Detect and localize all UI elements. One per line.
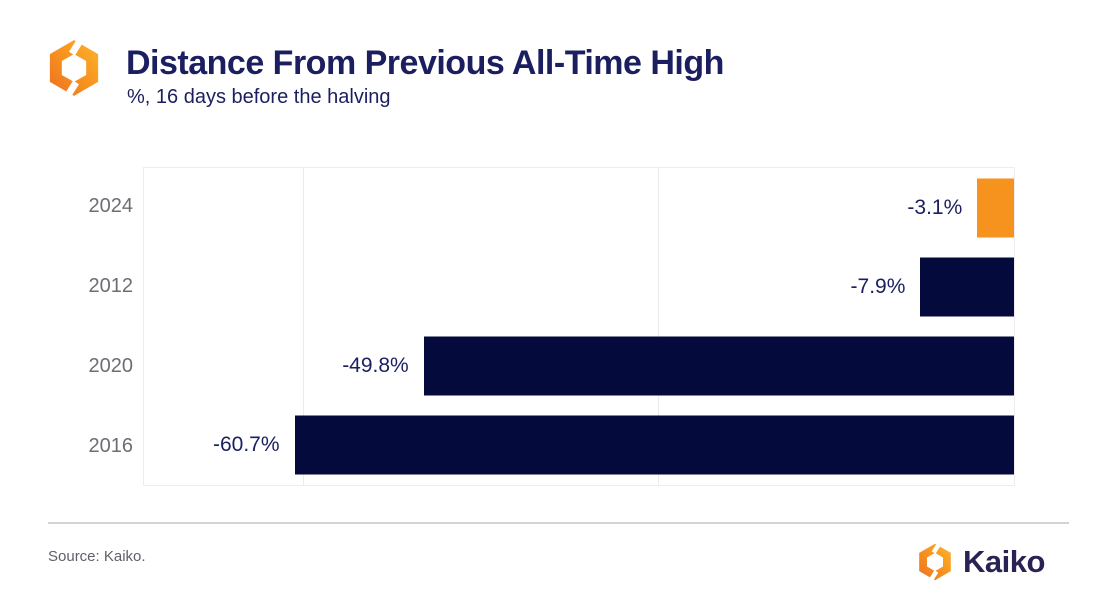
bar-2012 bbox=[920, 257, 1014, 317]
bar-value-label-2020: -49.8% bbox=[342, 354, 409, 378]
y-axis-label-2024: 2024 bbox=[88, 195, 134, 218]
bar-row-2012: -7.9% bbox=[144, 247, 1014, 326]
y-axis-label-2020: 2020 bbox=[88, 354, 134, 377]
bar-value-label-2012: -7.9% bbox=[850, 274, 906, 298]
gridline bbox=[302, 168, 304, 485]
page-title: Distance From Previous All-Time High bbox=[126, 44, 724, 82]
plot-area: -3.1% -7.9% -49.8% -60.7% bbox=[143, 167, 1015, 486]
bar-2024 bbox=[977, 178, 1014, 238]
bar-row-2020: -49.8% bbox=[144, 327, 1014, 406]
bar-value-label-2024: -3.1% bbox=[907, 195, 963, 219]
gridline bbox=[658, 168, 660, 485]
kaiko-logo-icon bbox=[45, 34, 103, 102]
brand-logo: Kaiko bbox=[916, 539, 1045, 585]
footer-divider bbox=[48, 522, 1069, 524]
source-note: Source: Kaiko. bbox=[48, 548, 146, 565]
y-axis-labels: 2024 2012 2020 2016 bbox=[0, 167, 134, 486]
bar-value-label-2016: -60.7% bbox=[213, 433, 280, 457]
page-subtitle: %, 16 days before the halving bbox=[127, 86, 391, 108]
y-axis-label-2016: 2016 bbox=[88, 434, 134, 457]
brand-wordmark: Kaiko bbox=[963, 544, 1045, 579]
kaiko-logo-icon bbox=[916, 539, 954, 585]
bar-row-2016: -60.7% bbox=[144, 406, 1014, 485]
bar-row-2024: -3.1% bbox=[144, 168, 1014, 247]
bar-2016 bbox=[294, 415, 1014, 475]
bar-2020 bbox=[423, 336, 1014, 396]
y-axis-label-2012: 2012 bbox=[88, 275, 134, 298]
